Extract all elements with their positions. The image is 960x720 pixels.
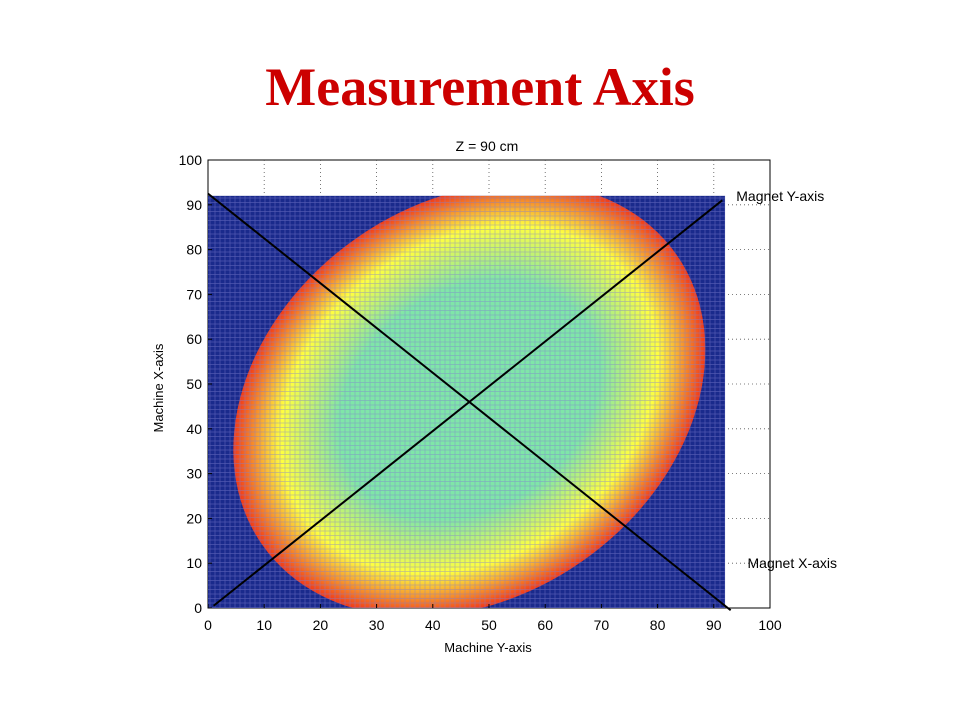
x-tick-label: 70 <box>594 617 610 633</box>
x-tick-label: 40 <box>425 617 441 633</box>
y-tick-label: 100 <box>179 152 203 168</box>
magnet-axes <box>207 192 732 612</box>
y-tick-label: 40 <box>186 421 202 437</box>
x-tick-label: 20 <box>313 617 329 633</box>
x-tick-label: 0 <box>204 617 212 633</box>
x-tick-label: 10 <box>256 617 272 633</box>
field-mesh <box>208 195 726 608</box>
tick-labels: 0 10 20 30 40 50 60 70 80 90 100 0 10 20 30 40 50 60 70 80 9… <box>179 152 782 633</box>
slide-title: Measurement Axis <box>265 57 695 117</box>
y-tick-label: 90 <box>186 197 202 213</box>
y-tick-label: 60 <box>186 331 202 347</box>
y-tick-label: 30 <box>186 466 202 482</box>
x-tick-label: 80 <box>650 617 666 633</box>
x-tick-label: 60 <box>537 617 553 633</box>
x-axis-label: Machine Y-axis <box>444 640 532 655</box>
y-tick-label: 20 <box>186 510 202 526</box>
y-tick-label: 50 <box>186 376 202 392</box>
mesh-texture <box>208 195 726 608</box>
y-tick-label: 80 <box>186 242 202 258</box>
x-tick-label: 30 <box>369 617 385 633</box>
y-axis-label: Machine X-axis <box>151 343 166 432</box>
magnet-axis-line <box>212 199 723 607</box>
y-tick-label: 70 <box>186 286 202 302</box>
x-tick-label: 90 <box>706 617 722 633</box>
chart-title: Z = 90 cm <box>456 138 519 154</box>
magnet-axis-line <box>207 192 732 612</box>
y-tick-label: 0 <box>194 600 202 616</box>
y-tick-label: 10 <box>186 555 202 571</box>
x-tick-label: 50 <box>481 617 497 633</box>
x-tick-label: 100 <box>758 617 782 633</box>
magnet-x-axis-label: Magnet X-axis <box>748 555 837 571</box>
magnet-y-axis-label: Magnet Y-axis <box>736 188 824 204</box>
